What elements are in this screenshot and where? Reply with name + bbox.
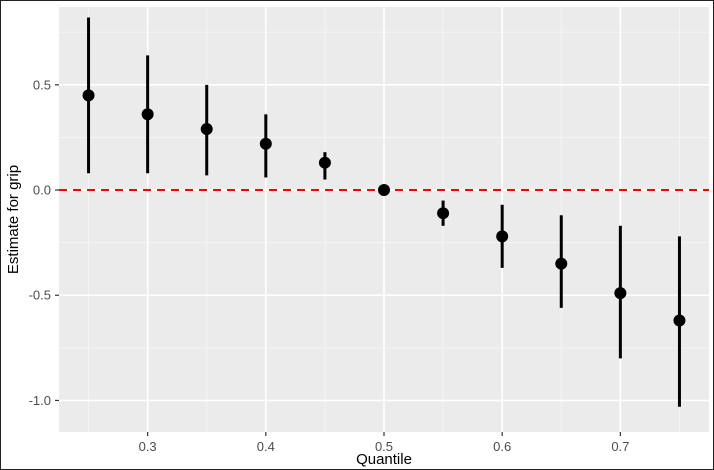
x-tick-label: 0.7 [611, 439, 629, 454]
point-estimate [82, 89, 95, 102]
x-axis-tick-labels: 0.3 0.4 0.5 0.6 0.7 [139, 439, 630, 454]
point-estimate [437, 207, 450, 220]
y-axis-tick-labels: -1.0 -0.5 0.0 0.5 [29, 77, 51, 408]
point-estimates [82, 89, 686, 327]
point-estimate [141, 108, 154, 121]
point-estimate [259, 137, 272, 150]
x-tick-label: 0.6 [493, 439, 511, 454]
x-tick-label: 0.3 [139, 439, 157, 454]
point-estimate [496, 230, 509, 243]
x-tick-label: 0.5 [375, 439, 393, 454]
y-tick-label: 0.0 [33, 183, 51, 198]
point-estimate [614, 287, 627, 300]
point-estimate [555, 257, 568, 270]
y-axis-tick-marks [55, 84, 59, 402]
y-tick-label: -1.0 [29, 393, 51, 408]
point-estimate [378, 184, 390, 197]
y-tick-label: 0.5 [33, 77, 51, 92]
point-estimate [318, 156, 331, 169]
point-estimate [200, 123, 213, 136]
point-estimate [673, 314, 686, 327]
x-tick-label: 0.4 [257, 439, 275, 454]
y-tick-label: -0.5 [29, 288, 51, 303]
x-axis-tick-marks [147, 432, 621, 436]
x-axis-title: Quantile [356, 451, 412, 468]
y-axis-title: Estimate for grip [5, 165, 22, 274]
